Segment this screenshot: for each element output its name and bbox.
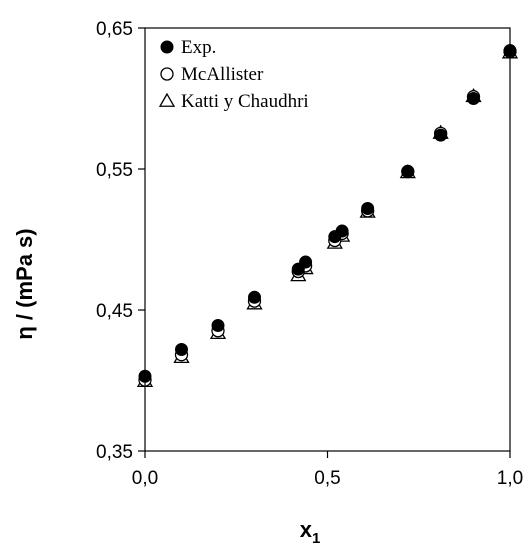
- ticks-layer: [138, 27, 511, 458]
- legend-entry: McAllister: [160, 64, 264, 85]
- x-axis-title-subscript: 1: [312, 530, 320, 544]
- legend: Exp. McAllister Katti y Chaudhri: [158, 37, 309, 112]
- legend-label: Katti y Chaudhri: [181, 91, 309, 112]
- plot-area-frame: [144, 27, 511, 452]
- tick-labels: 0,35 0,45 0,55 0,65 0,0 0,5 1,0: [96, 19, 523, 489]
- x-tick-label: 0,5: [314, 468, 340, 489]
- legend-marker: [158, 92, 176, 107]
- legend-marker: [160, 67, 174, 81]
- data-point: [434, 128, 448, 142]
- data-point: [175, 342, 188, 356]
- data-point: [299, 255, 313, 269]
- y-axis-title: η / (mPa s): [12, 228, 37, 339]
- legend-label: McAllister: [181, 64, 264, 85]
- x-axis-title: x1: [300, 517, 321, 544]
- legend-entry: Katti y Chaudhri: [158, 91, 309, 112]
- x-axis-title-main: x: [300, 517, 313, 542]
- data-point: [335, 224, 349, 238]
- y-tick-label: 0,45: [96, 301, 133, 322]
- data-point: [248, 290, 261, 304]
- data-point: [361, 201, 375, 215]
- legend-entry: Exp.: [160, 37, 216, 58]
- y-tick-label: 0,35: [96, 442, 133, 463]
- x-tick-label: 1,0: [497, 468, 523, 489]
- y-tick-label: 0,65: [96, 19, 133, 40]
- y-tick-label: 0,55: [96, 160, 133, 181]
- legend-label: Exp.: [181, 37, 216, 58]
- data-point: [211, 319, 225, 333]
- data-point: [401, 165, 415, 179]
- x-tick-label: 0,0: [132, 468, 158, 489]
- data-point: [467, 92, 480, 105]
- legend-marker: [160, 40, 174, 54]
